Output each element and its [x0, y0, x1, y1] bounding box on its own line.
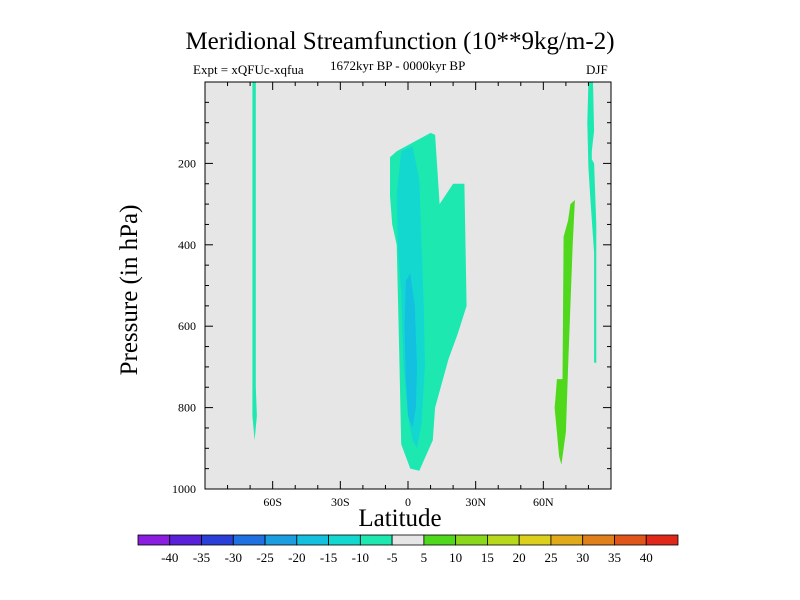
colorbar-label: -25 — [256, 550, 273, 565]
axes: 60S 30S 0 30N 60N 200 400 600 800 1000 — [172, 82, 611, 509]
colorbar-swatch — [487, 534, 520, 546]
x-tick-label: 30S — [331, 495, 350, 509]
colorbar-label: 20 — [513, 550, 526, 565]
colorbar-swatch — [550, 534, 584, 546]
colorbar-swatch — [201, 534, 234, 546]
colorbar-label: -15 — [320, 550, 337, 565]
time-range-label: 1672kyr BP - 0000kyr BP — [330, 58, 466, 73]
colorbar-label: -30 — [225, 550, 242, 565]
colorbar-swatch — [518, 534, 552, 546]
colorbar-label: -20 — [288, 550, 305, 565]
colorbar-label: 10 — [449, 550, 462, 565]
y-tick-label: 200 — [178, 156, 196, 170]
x-tick-label: 60S — [263, 495, 282, 509]
colorbar-swatch — [328, 534, 361, 546]
y-tick-label: 400 — [178, 238, 196, 252]
colorbar-swatch — [232, 534, 266, 546]
y-tick-label: 600 — [178, 319, 196, 333]
colorbar-label: 15 — [481, 550, 494, 565]
colorbar-swatch — [614, 534, 647, 546]
colorbar-swatch — [359, 534, 393, 546]
colorbar-swatch — [582, 534, 615, 546]
colorbar-label: 30 — [576, 550, 589, 565]
colorbar-label: -5 — [387, 550, 398, 565]
region-tropical-cell-core — [404, 273, 417, 428]
colorbar-label: 40 — [640, 550, 653, 565]
colorbar-label: -10 — [352, 550, 369, 565]
colorbar-swatch — [169, 534, 202, 546]
region-nh-positive-cell — [554, 200, 575, 465]
region-lat-80-strip — [587, 82, 597, 363]
contour-regions — [252, 82, 597, 471]
colorbar-swatch — [137, 534, 171, 546]
colorbar-label: 25 — [544, 550, 557, 565]
x-tick-label: 30N — [465, 495, 486, 509]
chart-title: Meridional Streamfunction (10**9kg/m-2) — [185, 28, 615, 55]
colorbar-swatch — [296, 534, 329, 546]
season-label: DJF — [586, 62, 608, 77]
colorbar: -40 -35 -30 -25 -20 -15 -10 -5 5 10 15 20 25 30 35 40 — [137, 534, 679, 565]
colorbar-swatch — [645, 534, 679, 546]
y-tick-label: 800 — [178, 401, 196, 415]
x-axis-label: Latitude — [358, 505, 442, 532]
colorbar-label: -40 — [161, 550, 178, 565]
x-tick-label: 0 — [405, 495, 411, 509]
colorbar-swatch — [455, 534, 488, 546]
experiment-label: Expt = xQFUc-xqfua — [193, 62, 304, 77]
y-tick-label: 1000 — [172, 482, 196, 496]
colorbar-label: 35 — [608, 550, 621, 565]
region-lat-70-strip — [252, 82, 257, 441]
x-tick-label: 60N — [533, 495, 554, 509]
colorbar-label: 5 — [421, 550, 428, 565]
colorbar-label: -35 — [193, 550, 210, 565]
colorbar-swatch — [264, 534, 298, 546]
colorbar-swatch — [423, 534, 457, 546]
colorbar-swatch — [391, 534, 425, 546]
